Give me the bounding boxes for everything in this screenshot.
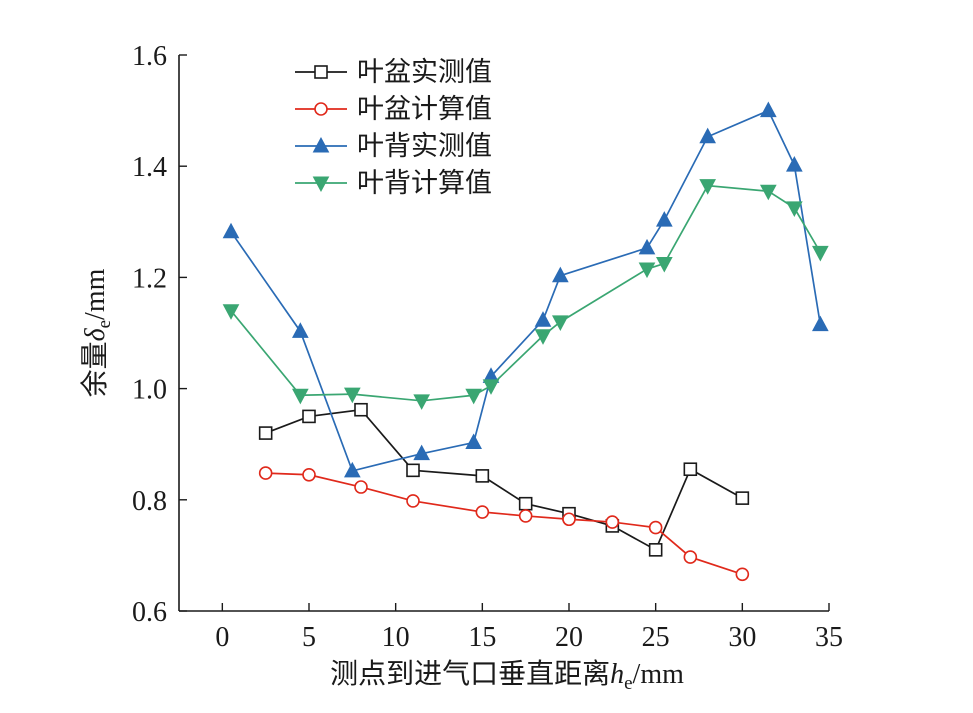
data-point (811, 245, 829, 262)
legend-swatch-marker (314, 65, 328, 79)
data-point (785, 156, 803, 172)
legend-swatch-marker (314, 102, 328, 116)
y-tick-label: 0.6 (132, 597, 167, 628)
data-point (518, 509, 533, 523)
x-tick-label: 15 (468, 622, 496, 653)
x-axis-label: 测点到进气口垂直距离he/mm (330, 657, 684, 694)
data-point (291, 388, 309, 405)
data-point (465, 433, 483, 450)
data-point (413, 394, 431, 410)
legend-item: 叶背实测值 (295, 131, 492, 162)
legend-swatch-marker (312, 136, 330, 153)
axes (178, 55, 829, 612)
data-point (759, 184, 777, 201)
y-tick-label: 0.8 (132, 486, 167, 517)
data-point (354, 480, 368, 494)
data-point (811, 315, 829, 332)
data-point (534, 329, 552, 345)
data-point (551, 315, 569, 331)
data-point (258, 426, 273, 440)
data-point (222, 222, 240, 239)
data-point (406, 494, 420, 508)
x-tick-label: 35 (815, 622, 843, 653)
data-point (406, 463, 420, 478)
data-point (638, 262, 656, 279)
data-point (785, 201, 803, 217)
data-point (354, 402, 368, 417)
data-point (302, 409, 316, 424)
data-point (683, 462, 698, 477)
data-point (343, 387, 361, 404)
x-tick-label: 20 (555, 622, 583, 653)
data-point (413, 444, 431, 461)
data-point (482, 379, 500, 395)
y-tick-label: 1.4 (132, 152, 167, 183)
data-point (343, 461, 361, 478)
data-point (735, 567, 750, 582)
legend-item: 叶背计算值 (295, 168, 492, 199)
legend-label: 叶背实测值 (357, 131, 492, 162)
data-point (699, 179, 717, 195)
ticks: 0 5 10 15 20 25 30 35 0.6 0.8 1.0 1.2 1.4 1.6 (132, 41, 843, 653)
data-point (735, 491, 750, 505)
legend-label: 叶背计算值 (357, 168, 492, 199)
x-tick-label: 25 (642, 622, 670, 653)
series-2 (258, 466, 750, 582)
series-line (230, 109, 822, 472)
series-line (230, 184, 822, 402)
data-point (648, 543, 663, 557)
data-point (683, 550, 698, 564)
x-tick-label: 30 (728, 622, 756, 653)
y-tick-label: 1.0 (132, 375, 167, 406)
data-point (699, 127, 717, 144)
x-tick-label: 0 (215, 622, 229, 653)
y-tick-label: 1.2 (132, 263, 167, 294)
data-point (258, 466, 273, 480)
legend-item: 叶盆实测值 (295, 57, 492, 88)
data-point (655, 211, 673, 227)
legend-swatch-marker (312, 176, 330, 193)
legend-label: 叶盆计算值 (357, 94, 492, 125)
legend-label: 叶盆实测值 (357, 57, 492, 88)
data-point (302, 467, 316, 482)
data-point (291, 322, 309, 338)
series-3 (222, 101, 829, 478)
data-point (605, 515, 620, 529)
y-tick-label: 1.6 (132, 41, 167, 72)
data-point (551, 266, 569, 283)
data-point (475, 469, 490, 483)
data-point (638, 238, 656, 255)
data-point (562, 512, 576, 527)
data-point (475, 505, 490, 519)
data-point (759, 101, 777, 118)
x-tick-label: 10 (382, 622, 410, 653)
data-point (534, 311, 552, 327)
series-layer (222, 101, 829, 582)
data-point (518, 496, 533, 511)
data-point (465, 388, 483, 405)
data-point (648, 520, 663, 535)
y-axis-label: 余量δe/mm (78, 268, 115, 397)
data-point (222, 304, 240, 320)
series-4 (222, 179, 829, 410)
x-tick-label: 5 (302, 622, 316, 653)
data-point (655, 257, 673, 273)
legend-item: 叶盆计算值 (295, 94, 492, 125)
series-line (265, 472, 743, 576)
